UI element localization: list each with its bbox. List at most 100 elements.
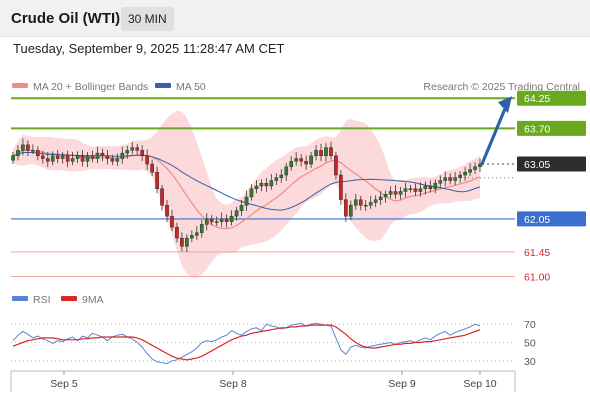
candle-body — [155, 172, 159, 189]
candle — [383, 190, 388, 203]
projection-arrowhead — [498, 96, 512, 114]
rsi-tick-label-50: 50 — [524, 338, 536, 350]
candle — [428, 180, 433, 193]
candle — [304, 155, 308, 170]
timeframe-badge[interactable]: 30 MIN — [121, 7, 174, 31]
rsi-legend-swatch — [12, 296, 28, 301]
candle-body — [314, 150, 318, 157]
candle-body — [274, 177, 279, 181]
candle — [75, 151, 80, 164]
candle-body — [443, 177, 448, 181]
candle-body — [175, 226, 179, 239]
candle — [55, 150, 60, 164]
candle — [180, 232, 184, 252]
candle — [80, 150, 85, 167]
credit-text: Research © 2025 Trading Central — [423, 81, 580, 93]
candle — [120, 146, 125, 164]
candle — [219, 212, 224, 227]
candle-body — [418, 188, 423, 192]
candle — [254, 180, 259, 194]
candle — [204, 213, 209, 231]
level-label-62.05: 62.05 — [524, 214, 550, 226]
candle-body — [180, 237, 184, 247]
projection-shaft — [480, 104, 508, 166]
candle — [468, 163, 472, 177]
candle-body — [304, 161, 308, 165]
candle — [368, 195, 373, 210]
candle — [100, 148, 105, 161]
candle-body — [373, 199, 378, 203]
candle-body — [458, 174, 462, 178]
candle — [319, 143, 323, 161]
candle-body — [26, 144, 30, 151]
candle-body — [438, 180, 443, 184]
candle — [438, 175, 443, 189]
candle-body — [244, 196, 249, 206]
candle — [130, 141, 135, 155]
candle — [453, 171, 457, 186]
candle — [309, 151, 313, 168]
candle — [26, 140, 30, 157]
candle — [65, 150, 70, 168]
candle-body — [31, 150, 35, 152]
candle — [105, 150, 110, 165]
candle — [209, 215, 214, 226]
candle-body — [120, 152, 125, 159]
candle-body — [289, 161, 294, 167]
ma20-legend-label: MA 20 + Bollinger Bands — [33, 81, 148, 93]
candle — [314, 145, 318, 161]
candle-body — [269, 180, 274, 187]
candle — [259, 179, 264, 192]
level-badge-62.05 — [517, 211, 586, 227]
candle-body — [75, 155, 80, 159]
candle — [363, 200, 368, 212]
time-tick-label: Sep 10 — [463, 378, 496, 390]
candle — [339, 169, 343, 205]
candle-body — [70, 158, 75, 162]
candle — [16, 145, 20, 161]
candle — [21, 138, 25, 156]
candle — [279, 169, 284, 183]
candle — [378, 191, 383, 205]
candle-body — [165, 204, 169, 217]
candle — [423, 181, 428, 195]
candle — [95, 146, 100, 164]
candle-body — [329, 147, 333, 157]
candle-body — [339, 174, 343, 200]
candle — [40, 150, 45, 164]
candle — [229, 210, 234, 226]
candle-body — [319, 150, 323, 157]
candle-body — [448, 177, 453, 181]
candle-body — [195, 232, 199, 236]
rsi-tick-label-70: 70 — [524, 319, 536, 331]
candle — [45, 152, 50, 168]
candle-body — [279, 174, 284, 178]
candle-body — [294, 158, 298, 162]
time-tick-label: Sep 9 — [388, 378, 416, 390]
level-label-63.05: 63.05 — [524, 159, 550, 171]
candle-body — [40, 155, 45, 159]
candle-body — [185, 237, 189, 247]
candle-body — [60, 155, 65, 159]
candle-body — [264, 183, 269, 187]
candle-body — [36, 150, 40, 157]
candle-body — [21, 144, 25, 151]
candle-body — [229, 215, 234, 222]
projection-arrow — [480, 96, 512, 166]
candle — [175, 222, 179, 243]
candle — [388, 186, 393, 199]
candle-body — [125, 150, 130, 154]
candle-body — [353, 199, 358, 206]
candle — [244, 190, 249, 212]
candle-body — [140, 150, 144, 157]
candle-body — [398, 191, 403, 195]
chart-timestamp: Tuesday, September 9, 2025 11:28:47 AM C… — [13, 41, 285, 56]
candle-body — [95, 152, 100, 159]
candle-body — [130, 147, 135, 151]
candle — [358, 195, 363, 211]
candle-body — [115, 158, 120, 162]
candle-body — [55, 155, 60, 159]
candle — [463, 167, 467, 181]
candle — [413, 183, 418, 196]
